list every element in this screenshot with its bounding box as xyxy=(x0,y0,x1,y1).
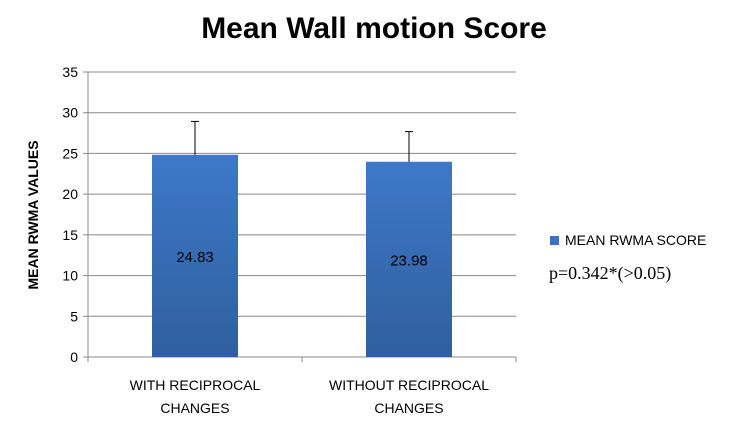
y-tick-label: 15 xyxy=(62,227,78,243)
y-tick-label: 5 xyxy=(70,308,78,324)
bar xyxy=(366,161,452,357)
y-tick-label: 30 xyxy=(62,105,78,121)
legend-label: MEAN RWMA SCORE xyxy=(565,232,706,248)
data-label: 24.83 xyxy=(176,249,214,266)
x-category-label: WITHOUT RECIPROCAL xyxy=(329,377,489,393)
y-tick-label: 25 xyxy=(62,145,78,161)
chart-title: Mean Wall motion Score xyxy=(201,12,547,45)
x-category-label: CHANGES xyxy=(374,400,443,416)
y-axis-label: MEAN RWMA VALUES xyxy=(25,140,41,289)
y-tick-label: 20 xyxy=(62,186,78,202)
x-category-label: WITH RECIPROCAL xyxy=(130,377,261,393)
bar xyxy=(152,154,238,357)
y-tick-label: 0 xyxy=(70,349,78,365)
p-value-annotation: p=0.342*(>0.05) xyxy=(549,263,671,284)
y-tick-label: 35 xyxy=(62,64,78,80)
y-axis-ticks: 0 5 10 15 20 25 30 35 xyxy=(62,64,88,365)
legend: MEAN RWMA SCORE xyxy=(550,232,706,248)
bars: 24.83 23.98 xyxy=(152,120,452,357)
y-tick-label: 10 xyxy=(62,268,78,284)
category-labels: WITH RECIPROCAL CHANGES WITHOUT RECIPROCAL… xyxy=(87,357,517,416)
data-label: 23.98 xyxy=(390,252,428,269)
x-category-label: CHANGES xyxy=(160,400,229,416)
legend-swatch xyxy=(550,236,559,245)
